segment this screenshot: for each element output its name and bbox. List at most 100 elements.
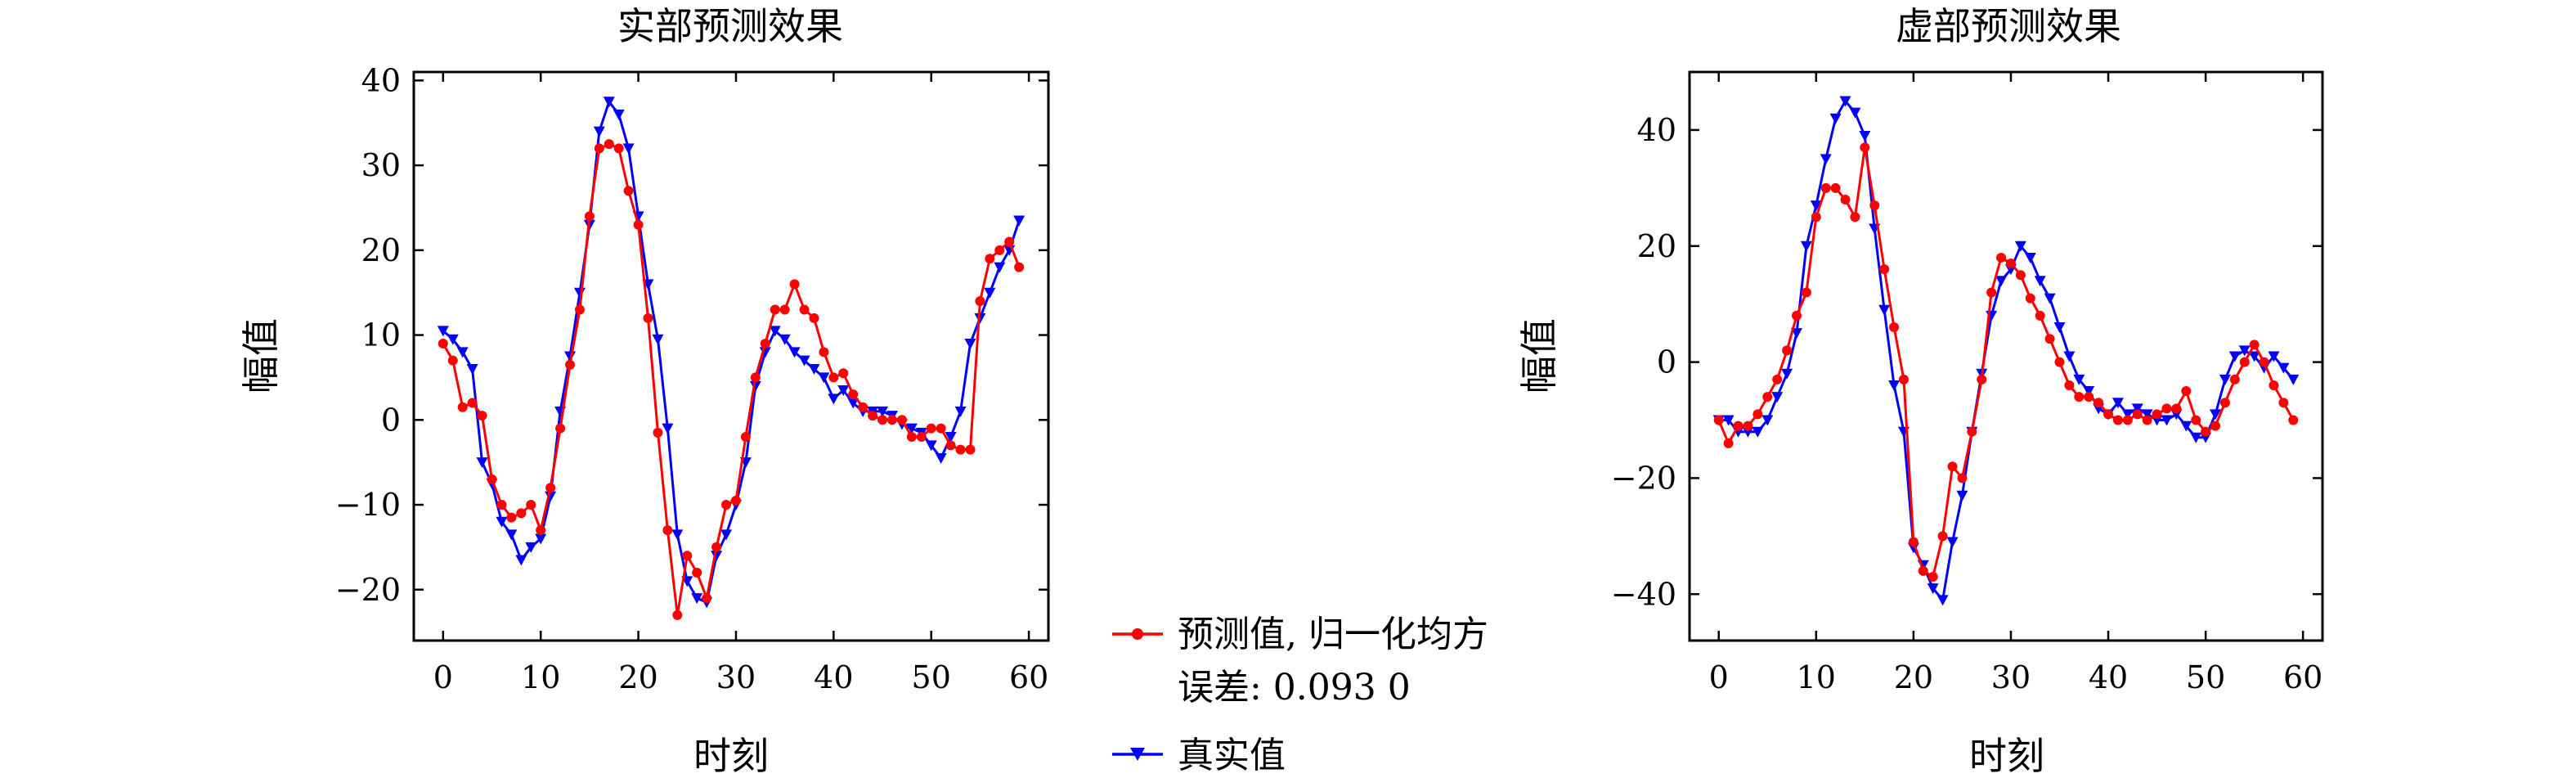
actual-data-point [2278,362,2290,374]
predicted-data-point [623,186,634,196]
predicted-data-point [1743,420,1753,431]
actual-data-point [935,452,947,464]
actual-data-point [1810,200,1822,212]
predicted-data-point [711,542,722,552]
legend-marker-actual [1130,748,1145,761]
actual-data-point [788,347,801,358]
predicted-data-point [1898,374,1909,385]
predicted-data-point [1733,420,1744,431]
predicted-data-point [2161,403,2172,414]
actual-data-point [1761,415,1774,426]
predicted-data-point [1752,409,1763,420]
predicted-data-point [730,495,741,506]
actual-data-point [2219,374,2231,385]
x-tick-label: 30 [1991,659,2031,695]
predicted-data-point [740,432,751,443]
predicted-data-point [936,423,946,434]
actual-data-point [613,109,625,120]
predicted-data-point [2269,380,2279,390]
x-tick-label: 50 [912,659,951,695]
actual-data-point [1722,415,1735,426]
predicted-data-point [2094,398,2104,408]
actual-data-point [2044,293,2056,304]
actual-data-point [1820,154,1832,165]
predicted-data-point [965,444,976,455]
predicted-data-point [438,338,448,349]
predicted-data-point [2181,386,2192,397]
predicted-data-point [828,372,839,383]
predicted-data-point [750,372,761,383]
predicted-data-point [760,338,770,349]
actual-data-point [2112,398,2124,409]
actual-data-point [652,334,664,345]
actual-data-point [496,516,508,528]
chart-title-real: 实部预测效果 [617,4,843,48]
predicted-data-point [848,389,859,400]
predicted-data-point [1791,310,1802,321]
predicted-data-point [1879,264,1890,275]
actual-data-point [2083,386,2095,398]
predicted-data-point [2054,357,2065,367]
x-axis-label-imag: 时刻 [1969,734,2044,778]
actual-data-point [2180,420,2192,432]
actual-data-point [1936,595,1949,606]
actual-data-point [905,423,918,434]
y-tick-label: 10 [361,317,401,353]
y-tick-label: −10 [335,487,401,523]
predicted-data-point [1967,426,1977,437]
plot-frame-real [412,70,1050,642]
predicted-data-point [487,474,497,484]
legend-label-actual: 真实值 [1178,735,1286,776]
predicted-data-point [545,483,556,493]
x-tick-label: 0 [1709,659,1729,695]
legend: 预测值, 归一化均方 误差: 0.093 0 真实值 [1112,614,1488,776]
predicted-data-point [1889,322,1900,333]
actual-data-point [1878,304,1891,316]
actual-data-point [2121,409,2134,420]
actual-data-point [779,334,791,345]
predicted-data-point [799,304,810,315]
actual-data-point [447,334,459,345]
predicted-data-point [1004,236,1015,247]
predicted-data-point [896,415,907,425]
predicted-data-point [662,525,673,536]
actual-data-point [622,143,635,155]
y-tick-label: −40 [1611,576,1676,612]
predicted-data-point [2035,310,2045,321]
actual-data-point [945,432,957,443]
actual-series-line [1718,100,2295,601]
predicted-data-point [496,500,507,510]
actual-data-point [2014,241,2026,252]
predicted-data-point [2112,415,2123,425]
predicted-data-point [555,423,566,434]
predicted-data-point [604,139,614,150]
actual-data-point [1888,380,1901,391]
actual-data-point [2238,345,2251,357]
y-tick-label: 20 [361,232,401,268]
x-tick-label: 20 [618,659,657,695]
predicted-data-point [506,512,517,523]
actual-data-point [476,457,488,469]
actual-data-point [593,126,605,137]
predicted-data-point [2249,340,2260,350]
actual-data-point [535,533,547,545]
actual-data-point [1839,96,1851,107]
predicted-data-point [2103,409,2114,420]
predicted-data-point [1918,565,1928,576]
actual-data-point [2053,322,2066,334]
actual-data-point [456,347,469,358]
series-imag [1712,96,2300,606]
predicted-data-point [2025,293,2035,304]
predicted-data-point [516,508,527,519]
actual-data-point [828,393,840,405]
actual-data-point [2063,351,2076,362]
actual-data-point [1859,131,1871,142]
predicted-data-point [1723,438,1734,448]
predicted-data-point [1928,571,1938,582]
predicted-data-point [633,219,644,230]
predicted-data-point [692,568,702,578]
predicted-data-point [1937,531,1948,542]
predicted-data-point [1986,287,1997,298]
actual-data-point [2210,409,2222,420]
actual-data-point [877,406,889,417]
